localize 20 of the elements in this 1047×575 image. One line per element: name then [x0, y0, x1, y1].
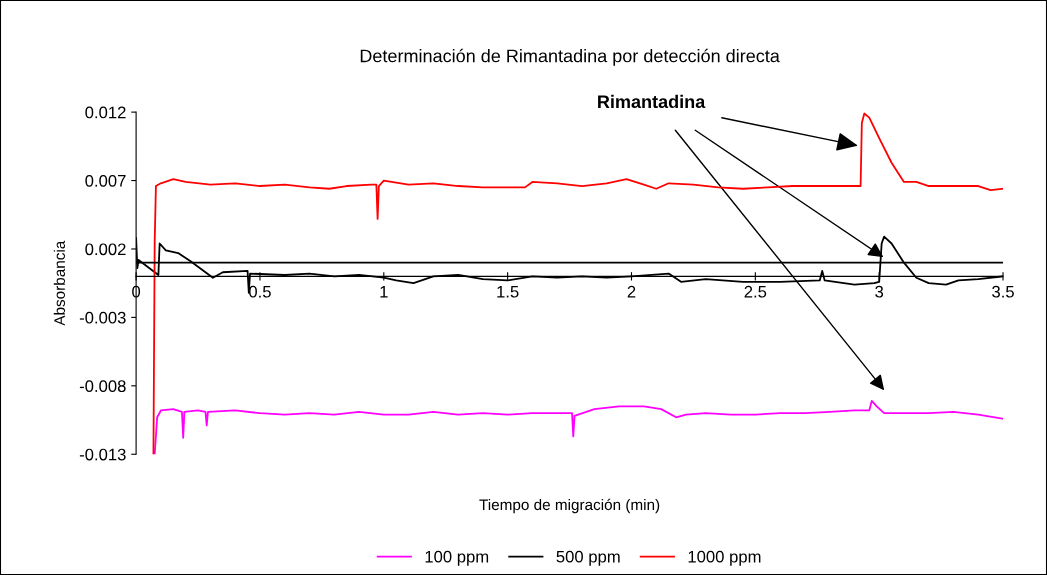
y-tick-label: 0.002: [85, 243, 126, 256]
x-tick-label: 2.5: [744, 285, 767, 298]
y-tick-label: -0.008: [79, 380, 126, 393]
legend-label: 500 ppm: [556, 550, 620, 566]
x-tick-label: 1: [380, 285, 388, 298]
y-tick-label: 0.012: [85, 106, 126, 119]
chart-title: Determinación de Rimantadina por detección directa: [360, 48, 780, 66]
x-tick-label: 1.5: [497, 285, 519, 298]
x-tick-label: 3.5: [992, 285, 1014, 298]
annotation: Rimantadina: [598, 94, 706, 109]
x-tick-label: 3: [875, 285, 884, 298]
x-tick-label: 2: [627, 285, 636, 298]
y-tick-label: -0.003: [79, 311, 126, 324]
y-axis-title: Absorbancia: [53, 240, 65, 326]
legend-label: 100 ppm: [425, 550, 489, 566]
x-axis-title: Tiempo de migración (min): [479, 498, 660, 514]
legend-label: 1000 ppm: [688, 550, 761, 566]
y-tick-label: 0.007: [85, 174, 126, 187]
y-tick-label: -0.013: [79, 448, 126, 461]
x-tick-label: 0.5: [249, 285, 271, 298]
